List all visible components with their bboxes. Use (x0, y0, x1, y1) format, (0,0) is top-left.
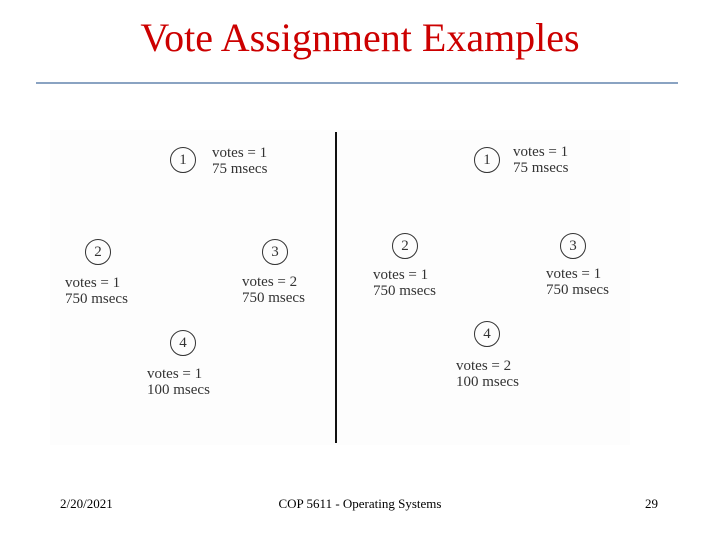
right-node-2-label: votes = 1 750 msecs (373, 267, 436, 299)
right-node-1: 1 (474, 147, 500, 173)
votes: votes = 2 (456, 358, 512, 374)
votes: votes = 1 (147, 366, 203, 382)
left-node-3: 3 (262, 239, 288, 265)
left-node-2-label: votes = 1 750 msecs (65, 275, 128, 307)
votes: votes = 1 (212, 145, 268, 161)
votes: votes = 1 (513, 144, 569, 160)
right-node-4: 4 (474, 321, 500, 347)
latency: 750 msecs (65, 291, 128, 307)
title-divider (36, 82, 678, 84)
right-node-3-label: votes = 1 750 msecs (546, 266, 609, 298)
footer-date: 2/20/2021 (60, 496, 113, 511)
votes: votes = 2 (242, 274, 298, 290)
votes: votes = 1 (65, 275, 121, 291)
figure-divider (335, 132, 337, 443)
right-node-3: 3 (560, 233, 586, 259)
left-node-4: 4 (170, 330, 196, 356)
latency: 100 msecs (147, 382, 210, 398)
left-node-3-label: votes = 2 750 msecs (242, 274, 305, 306)
latency: 750 msecs (373, 283, 436, 299)
right-node-2: 2 (392, 233, 418, 259)
footer-course: COP 5611 - Operating Systems (278, 496, 442, 511)
figure-background (50, 130, 630, 445)
slide-title: Vote Assignment Examples (140, 15, 580, 60)
latency: 100 msecs (456, 374, 519, 390)
latency: 750 msecs (546, 282, 609, 298)
latency: 75 msecs (212, 161, 268, 177)
right-node-4-label: votes = 2 100 msecs (456, 358, 519, 390)
votes: votes = 1 (373, 267, 429, 283)
left-node-1-label: votes = 1 75 msecs (212, 145, 267, 177)
latency: 750 msecs (242, 290, 305, 306)
left-node-2: 2 (85, 239, 111, 265)
left-node-4-label: votes = 1 100 msecs (147, 366, 210, 398)
latency: 75 msecs (513, 160, 569, 176)
votes: votes = 1 (546, 266, 602, 282)
right-node-1-label: votes = 1 75 msecs (513, 144, 568, 176)
page-number: 29 (645, 496, 658, 511)
left-node-1: 1 (170, 147, 196, 173)
